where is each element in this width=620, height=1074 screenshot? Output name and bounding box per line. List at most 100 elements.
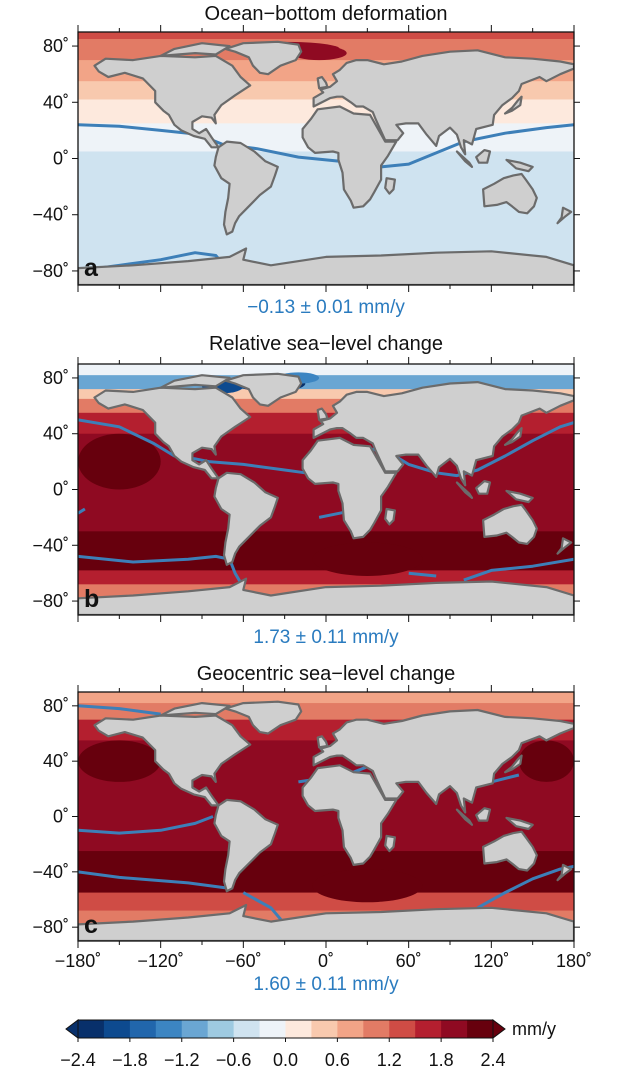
land-new-guinea [505,158,534,173]
panel-a: Ocean−bottom deformation 80˚ 40˚ 0˚ −40˚ −80˚… [32,3,580,318]
land-greenland [224,40,303,76]
y-tick-label: 80˚ [43,368,69,388]
y-tick-label: 40˚ [43,424,69,444]
colorbar-high-arrow [492,1019,506,1039]
y-tick-label: 0˚ [53,149,69,169]
field-band [78,389,574,400]
y-tick-label: −40˚ [32,205,69,225]
panel-b: Relative sea−level change 80˚ 40˚ 0˚ −40˚ −80… [32,333,580,648]
colorbar-tick-label: 1.2 [377,1050,402,1070]
zero-contour [78,815,214,835]
land-antarctica [78,903,574,941]
colorbar-swatch [259,1020,286,1038]
land-arctic-islands [159,42,231,58]
x-tick-label: −60˚ [225,951,262,971]
colorbar-tick-label: 2.4 [480,1050,505,1070]
land-arctic-islands [159,374,231,389]
land-borneo [475,480,492,495]
colorbar-swatch [337,1020,364,1038]
land-africa [301,764,398,867]
land-madagascar [384,834,396,853]
land-madagascar [384,177,396,195]
panel-label: c [84,911,98,939]
land-japan [504,95,523,115]
panel-title: Relative sea−level change [209,333,443,355]
field-band [78,151,574,265]
land-new-zealand [556,206,573,225]
y-tick-label: 0˚ [53,807,69,827]
field-band [78,32,574,40]
land-north-america [93,386,252,480]
colorbar-tick-label: 0.6 [325,1050,350,1070]
land-north-america [93,54,252,149]
map-body [78,32,574,285]
x-tick-label: 60˚ [396,951,422,971]
land-sumatra [455,481,474,499]
map-body [78,364,574,615]
colorbar-swatch [207,1020,235,1038]
land-australia [482,830,538,872]
land-uk [316,735,329,749]
colorbar-swatch [311,1020,338,1038]
global-mean: 1.60 ± 0.11 mm/y [253,974,399,995]
land-south-america [213,798,279,893]
zero-contour [408,571,437,578]
colorbar-tick-label: −1.2 [164,1050,200,1070]
y-tick-label: 40˚ [43,751,69,771]
x-tick-label: −180˚ [55,951,102,971]
land-borneo [475,149,492,164]
y-tick-label: −40˚ [32,862,69,882]
y-tick-label: −80˚ [32,261,69,281]
colorbar-swatch [233,1020,260,1038]
colorbar-tick-label: −1.8 [112,1050,148,1070]
x-tick-label: −120˚ [137,951,184,971]
y-tick-label: −80˚ [32,591,69,611]
land-greenland [224,372,303,407]
field-band [78,364,574,376]
x-tick-label: 180˚ [556,951,592,971]
land-antarctica [78,247,574,285]
zero-contour [78,704,161,716]
zero-contour [78,870,230,890]
colorbar-swatch [181,1020,209,1038]
field-band [78,570,574,585]
field-band [78,892,574,912]
land-sumatra [455,150,474,168]
y-tick-label: 0˚ [53,480,69,500]
global-mean: 1.73 ± 0.11 mm/y [253,627,399,648]
colorbar-tick-label: 0.0 [273,1050,298,1070]
zero-contour [78,554,245,588]
land-new-zealand [556,863,573,882]
colorbar-tick-label: −0.6 [216,1050,252,1070]
panel-label: a [84,254,99,282]
colorbar-swatch [285,1020,312,1038]
land-new-guinea [505,489,534,504]
land-borneo [475,807,492,822]
panel-title: Geocentric sea−level change [197,663,456,685]
land-madagascar [384,507,396,526]
field-band [78,692,574,704]
land-japan [504,427,523,446]
land-japan [504,754,523,774]
colorbar-swatch [129,1020,157,1038]
field-anomaly [78,740,161,782]
field-anomaly [78,433,161,490]
colorbar-swatch [441,1020,468,1038]
land-north-america [93,714,252,807]
land-australia [482,172,538,215]
zero-contour [78,418,306,475]
land-uk [316,75,329,90]
y-tick-label: −40˚ [32,535,69,555]
colorbar-swatch [363,1020,390,1038]
y-tick-label: 40˚ [43,92,69,112]
zero-contour [78,507,86,515]
land-greenland [224,700,303,735]
land-uk [316,407,329,421]
y-tick-label: −80˚ [32,917,69,937]
y-tick-label: 80˚ [43,696,69,716]
land-south-america [213,140,279,236]
land-australia [482,503,538,546]
field-anomaly [291,46,347,61]
global-mean: −0.13 ± 0.01 mm/y [247,297,405,318]
